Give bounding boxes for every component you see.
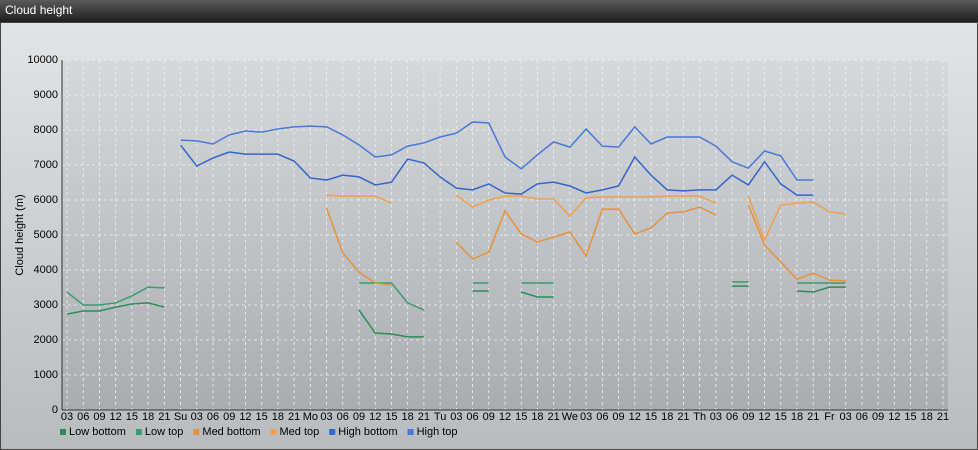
x-tick-label: 21 xyxy=(418,411,430,423)
x-tick-label: Mo xyxy=(303,411,318,423)
x-tick-label: Th xyxy=(693,411,706,423)
x-tick-label: 09 xyxy=(353,411,365,423)
series-line xyxy=(326,194,846,242)
y-tick-label: 2000 xyxy=(34,334,58,346)
y-tick-label: 1000 xyxy=(34,369,58,381)
x-tick-label: 06 xyxy=(726,411,738,423)
x-tick-label: 06 xyxy=(856,411,868,423)
x-tick-label: 12 xyxy=(888,411,900,423)
x-tick-label: 21 xyxy=(677,411,689,423)
chart-title: Cloud height xyxy=(5,3,73,17)
x-tick-label: 18 xyxy=(142,411,154,423)
x-tick-label: We xyxy=(562,411,578,423)
x-tick-label: Fr xyxy=(824,411,835,423)
legend-swatch xyxy=(329,429,336,435)
y-tick-label: 10000 xyxy=(27,54,58,66)
y-tick-label: 9000 xyxy=(34,89,58,101)
x-tick-label: 03 xyxy=(450,411,462,423)
x-tick-label: 15 xyxy=(126,411,138,423)
x-tick-label: 21 xyxy=(288,411,300,423)
x-tick-label: 15 xyxy=(515,411,527,423)
x-tick-label: 18 xyxy=(531,411,543,423)
legend-swatch xyxy=(407,429,414,435)
x-tick-label: 03 xyxy=(580,411,592,423)
x-tick-label: 06 xyxy=(596,411,608,423)
y-axis-label: Cloud height (m) xyxy=(14,194,26,275)
x-tick-label: 21 xyxy=(937,411,949,423)
legend-swatch xyxy=(270,429,277,435)
x-tick-label: 12 xyxy=(758,411,770,423)
x-tick-label: 09 xyxy=(872,411,884,423)
x-tick-label: 15 xyxy=(256,411,268,423)
y-tick-label: 8000 xyxy=(34,124,58,136)
legend-label: High top xyxy=(417,426,458,438)
x-tick-label: 06 xyxy=(77,411,89,423)
x-tick-label: 18 xyxy=(272,411,284,423)
x-tick-label: 09 xyxy=(93,411,105,423)
x-tick-label: 21 xyxy=(807,411,819,423)
x-tick-label: 12 xyxy=(629,411,641,423)
y-tick-label: 7000 xyxy=(34,159,58,171)
y-tick-label: 6000 xyxy=(34,194,58,206)
x-tick-label: 09 xyxy=(483,411,495,423)
x-tick-label: 18 xyxy=(402,411,414,423)
series-line xyxy=(179,144,814,196)
x-tick-label: 18 xyxy=(661,411,673,423)
legend-label: Med bottom xyxy=(202,426,260,438)
legend-label: Low bottom xyxy=(69,426,126,438)
title-bar xyxy=(0,0,978,22)
legend-label: Low top xyxy=(145,426,184,438)
x-tick-label: 09 xyxy=(742,411,754,423)
x-tick-label: 15 xyxy=(645,411,657,423)
legend-swatch xyxy=(135,429,142,435)
x-tick-label: 15 xyxy=(385,411,397,423)
x-tick-label: 03 xyxy=(840,411,852,423)
x-tick-label: 12 xyxy=(239,411,251,423)
x-tick-label: 06 xyxy=(207,411,219,423)
x-tick-label: 15 xyxy=(904,411,916,423)
series-line xyxy=(66,285,846,338)
legend-swatch xyxy=(60,429,66,435)
x-tick-label: 18 xyxy=(921,411,933,423)
x-tick-label: 12 xyxy=(110,411,122,423)
legend-label: High bottom xyxy=(338,426,397,438)
x-tick-label: 21 xyxy=(158,411,170,423)
x-tick-label: 03 xyxy=(191,411,203,423)
x-tick-label: 06 xyxy=(337,411,349,423)
x-tick-label: Su xyxy=(174,411,187,423)
x-tick-label: 18 xyxy=(791,411,803,423)
legend-swatch xyxy=(193,429,200,435)
series-line xyxy=(180,121,814,181)
x-tick-label: 15 xyxy=(775,411,787,423)
series-line xyxy=(325,204,846,286)
x-tick-label: 21 xyxy=(548,411,560,423)
x-tick-label: Tu xyxy=(434,411,446,423)
x-tick-label: 03 xyxy=(61,411,73,423)
x-tick-label: 09 xyxy=(612,411,624,423)
y-tick-label: 4000 xyxy=(34,264,58,276)
x-tick-label: 09 xyxy=(223,411,235,423)
x-tick-label: 03 xyxy=(710,411,722,423)
legend-label: Med top xyxy=(280,426,320,438)
series-line xyxy=(66,281,846,311)
y-tick-label: 3000 xyxy=(34,299,58,311)
x-tick-label: 12 xyxy=(499,411,511,423)
x-tick-label: 03 xyxy=(320,411,332,423)
y-tick-label: 5000 xyxy=(34,229,58,241)
x-tick-label: 06 xyxy=(466,411,478,423)
y-tick-label: 0 xyxy=(52,404,58,416)
x-tick-label: 12 xyxy=(369,411,381,423)
